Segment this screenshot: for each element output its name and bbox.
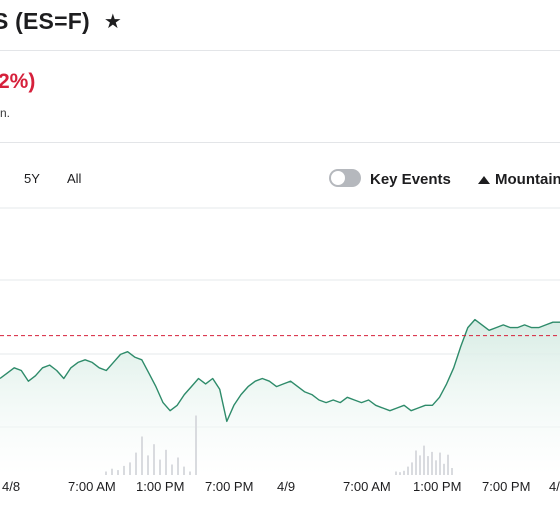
volume-bar (423, 445, 425, 475)
price-line (0, 318, 560, 423)
range-button-all[interactable]: All (67, 171, 82, 186)
volume-bar (395, 471, 397, 475)
header-divider (0, 50, 560, 51)
volume-bar (411, 462, 413, 475)
range-button-5y[interactable]: 5Y (24, 171, 40, 186)
volume-bar (447, 454, 449, 475)
x-tick-label: 7:00 PM (205, 479, 254, 494)
volume-bar (435, 460, 437, 475)
chart-type-label: Mountain (495, 171, 560, 188)
volume-bar (451, 468, 453, 475)
volume-bar (147, 455, 149, 475)
x-tick-label: 1:00 PM (413, 479, 462, 494)
volume-bar (153, 444, 155, 475)
x-tick-label: 4/8 (2, 479, 21, 494)
volume-bar (407, 466, 409, 475)
volume-bar (439, 452, 441, 475)
volume-bar (141, 436, 143, 475)
price-area (0, 319, 560, 475)
volume-bar (189, 471, 191, 475)
header: S (ES=F) ★ (0, 4, 122, 38)
volume-bar (443, 463, 445, 475)
volume-bar (183, 466, 185, 475)
volume-bar (431, 451, 433, 475)
volume-bar (399, 472, 401, 475)
volume-bar (123, 465, 125, 475)
x-tick-label: 1:00 PM (136, 479, 185, 494)
volume-bar (135, 452, 137, 475)
mountain-icon (478, 175, 490, 184)
price-chart[interactable] (0, 207, 560, 477)
x-tick-label: 4/ (549, 479, 560, 494)
volume-bar (171, 464, 173, 475)
volume-bar (129, 462, 131, 475)
volume-bar (427, 456, 429, 475)
key-events-label: Key Events (370, 171, 451, 188)
volume-bar (415, 450, 417, 475)
chart-type-selector[interactable]: Mountain (478, 171, 560, 188)
price-change: 2%) (0, 70, 36, 93)
volume-bar (195, 415, 197, 475)
x-tick-label: 7:00 AM (343, 479, 391, 494)
quote-note: n. (0, 106, 11, 120)
volume-bar (419, 455, 421, 475)
volume-bar (159, 459, 161, 475)
quote-divider (0, 142, 560, 143)
key-events-toggle[interactable] (329, 169, 361, 187)
volume-bar (111, 468, 113, 475)
volume-bar (117, 470, 119, 475)
volume-bar (165, 449, 167, 475)
x-tick-label: 7:00 PM (482, 479, 531, 494)
star-icon[interactable]: ★ (103, 10, 122, 33)
x-tick-label: 7:00 AM (68, 479, 116, 494)
toggle-knob (331, 171, 345, 185)
x-tick-label: 4/9 (277, 479, 296, 494)
volume-bar (105, 471, 107, 475)
volume-bar (403, 470, 405, 475)
volume-bar (177, 457, 179, 475)
page-title: S (ES=F) (0, 7, 90, 34)
